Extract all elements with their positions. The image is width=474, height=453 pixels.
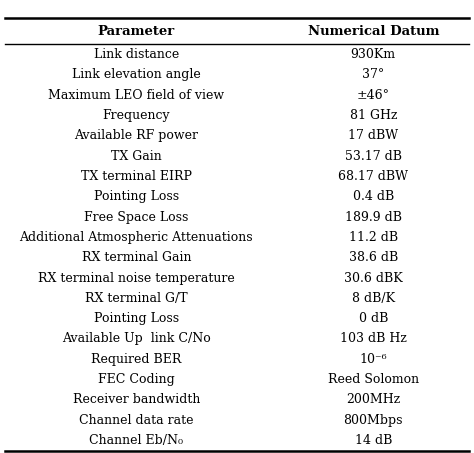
Text: Free Space Loss: Free Space Loss <box>84 211 189 224</box>
Text: TX Gain: TX Gain <box>111 149 162 163</box>
Text: Channel Eb/N₀: Channel Eb/N₀ <box>89 434 183 447</box>
Text: ±46°: ±46° <box>357 89 390 101</box>
Text: Additional Atmospheric Attenuations: Additional Atmospheric Attenuations <box>19 231 253 244</box>
Text: Channel data rate: Channel data rate <box>79 414 193 427</box>
Text: 53.17 dB: 53.17 dB <box>345 149 402 163</box>
Text: RX terminal G/T: RX terminal G/T <box>85 292 188 305</box>
Text: 38.6 dB: 38.6 dB <box>349 251 398 264</box>
Text: 37°: 37° <box>362 68 384 82</box>
Text: Available RF power: Available RF power <box>74 129 198 142</box>
Text: 10⁻⁶: 10⁻⁶ <box>359 353 387 366</box>
Text: Link distance: Link distance <box>94 48 179 61</box>
Text: Pointing Loss: Pointing Loss <box>94 312 179 325</box>
Text: Reed Solomon: Reed Solomon <box>328 373 419 386</box>
Text: 200MHz: 200MHz <box>346 394 401 406</box>
Text: 189.9 dB: 189.9 dB <box>345 211 402 224</box>
Text: Available Up  link C/No: Available Up link C/No <box>62 333 210 346</box>
Text: 8 dB/K: 8 dB/K <box>352 292 395 305</box>
Text: 0 dB: 0 dB <box>359 312 388 325</box>
Text: TX terminal EIRP: TX terminal EIRP <box>81 170 192 183</box>
Text: Required BER: Required BER <box>91 353 182 366</box>
Text: Parameter: Parameter <box>98 25 175 38</box>
Text: RX terminal Gain: RX terminal Gain <box>82 251 191 264</box>
Text: 103 dB Hz: 103 dB Hz <box>340 333 407 346</box>
Text: 800Mbps: 800Mbps <box>344 414 403 427</box>
Text: 68.17 dBW: 68.17 dBW <box>338 170 408 183</box>
Text: 14 dB: 14 dB <box>355 434 392 447</box>
Text: RX terminal noise temperature: RX terminal noise temperature <box>38 271 235 284</box>
Text: 0.4 dB: 0.4 dB <box>353 190 394 203</box>
Text: Numerical Datum: Numerical Datum <box>308 25 439 38</box>
Text: Maximum LEO field of view: Maximum LEO field of view <box>48 89 224 101</box>
Text: 930Km: 930Km <box>351 48 396 61</box>
Text: 30.6 dBK: 30.6 dBK <box>344 271 402 284</box>
Text: Link elevation angle: Link elevation angle <box>72 68 201 82</box>
Text: Frequency: Frequency <box>102 109 170 122</box>
Text: 17 dBW: 17 dBW <box>348 129 398 142</box>
Text: Pointing Loss: Pointing Loss <box>94 190 179 203</box>
Text: FEC Coding: FEC Coding <box>98 373 174 386</box>
Text: 11.2 dB: 11.2 dB <box>349 231 398 244</box>
Text: Receiver bandwidth: Receiver bandwidth <box>73 394 200 406</box>
Text: 81 GHz: 81 GHz <box>349 109 397 122</box>
